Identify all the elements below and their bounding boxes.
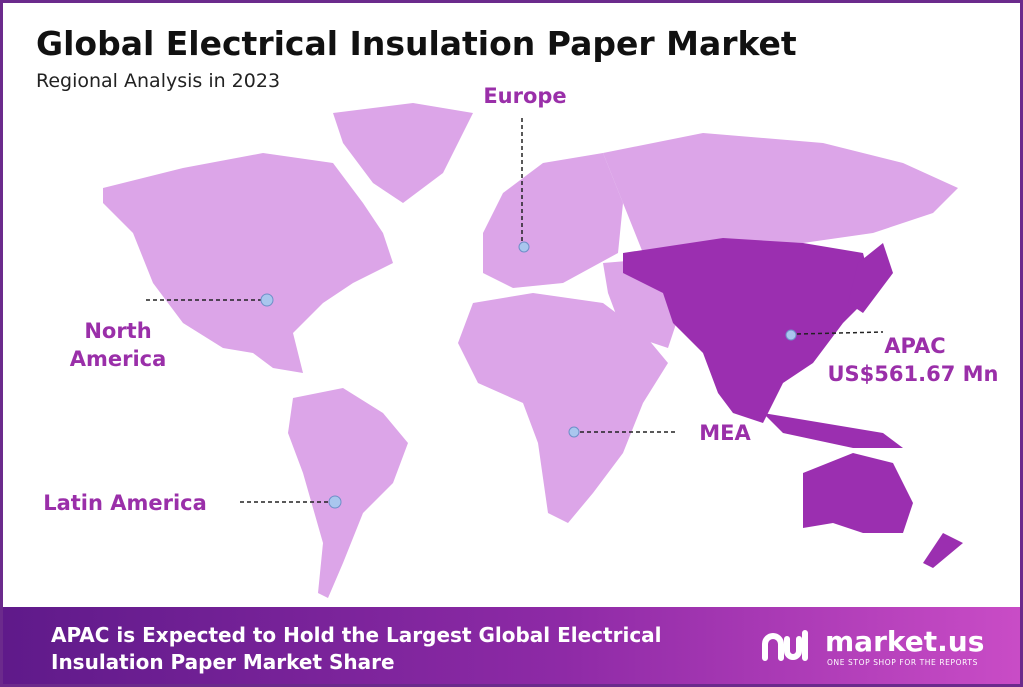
infographic: Global Electrical Insulation Paper Marke… bbox=[3, 24, 1020, 684]
tagline: ONE STOP SHOP FOR THE REPORTS bbox=[827, 658, 978, 667]
marker bbox=[785, 329, 797, 341]
footer-text: APAC is Expected to Hold the Largest Glo… bbox=[51, 623, 662, 674]
greenland bbox=[333, 103, 473, 203]
north-america bbox=[103, 153, 393, 373]
world-map bbox=[103, 103, 963, 598]
leader-line bbox=[796, 331, 884, 335]
region-label: North America bbox=[70, 319, 167, 371]
indonesia bbox=[763, 413, 903, 448]
subtitle: Regional Analysis in 2023 bbox=[36, 70, 280, 92]
region-value: US$561.67 Mn bbox=[828, 362, 999, 386]
marker bbox=[518, 241, 530, 253]
region-label: APAC bbox=[884, 334, 945, 358]
marker bbox=[328, 495, 342, 509]
title: Global Electrical Insulation Paper Marke… bbox=[36, 24, 797, 63]
logo: market.us ONE STOP SHOP FOR THE REPORTS bbox=[762, 625, 984, 667]
new-zealand bbox=[923, 533, 963, 568]
region-label: Europe bbox=[483, 84, 566, 108]
footer-band bbox=[3, 607, 1020, 684]
europe bbox=[483, 153, 623, 288]
africa bbox=[458, 293, 668, 523]
region-label: MEA bbox=[699, 421, 751, 445]
apac bbox=[623, 238, 963, 568]
brand: market.us bbox=[825, 625, 984, 658]
region-label: Latin America bbox=[43, 491, 207, 515]
markers bbox=[260, 241, 797, 509]
northern-asia bbox=[603, 133, 958, 253]
marker bbox=[568, 426, 580, 438]
australia bbox=[803, 453, 913, 533]
leaders bbox=[146, 118, 884, 503]
japan bbox=[848, 243, 893, 313]
marker bbox=[260, 293, 274, 307]
south-america bbox=[288, 388, 408, 598]
asia bbox=[623, 238, 873, 423]
